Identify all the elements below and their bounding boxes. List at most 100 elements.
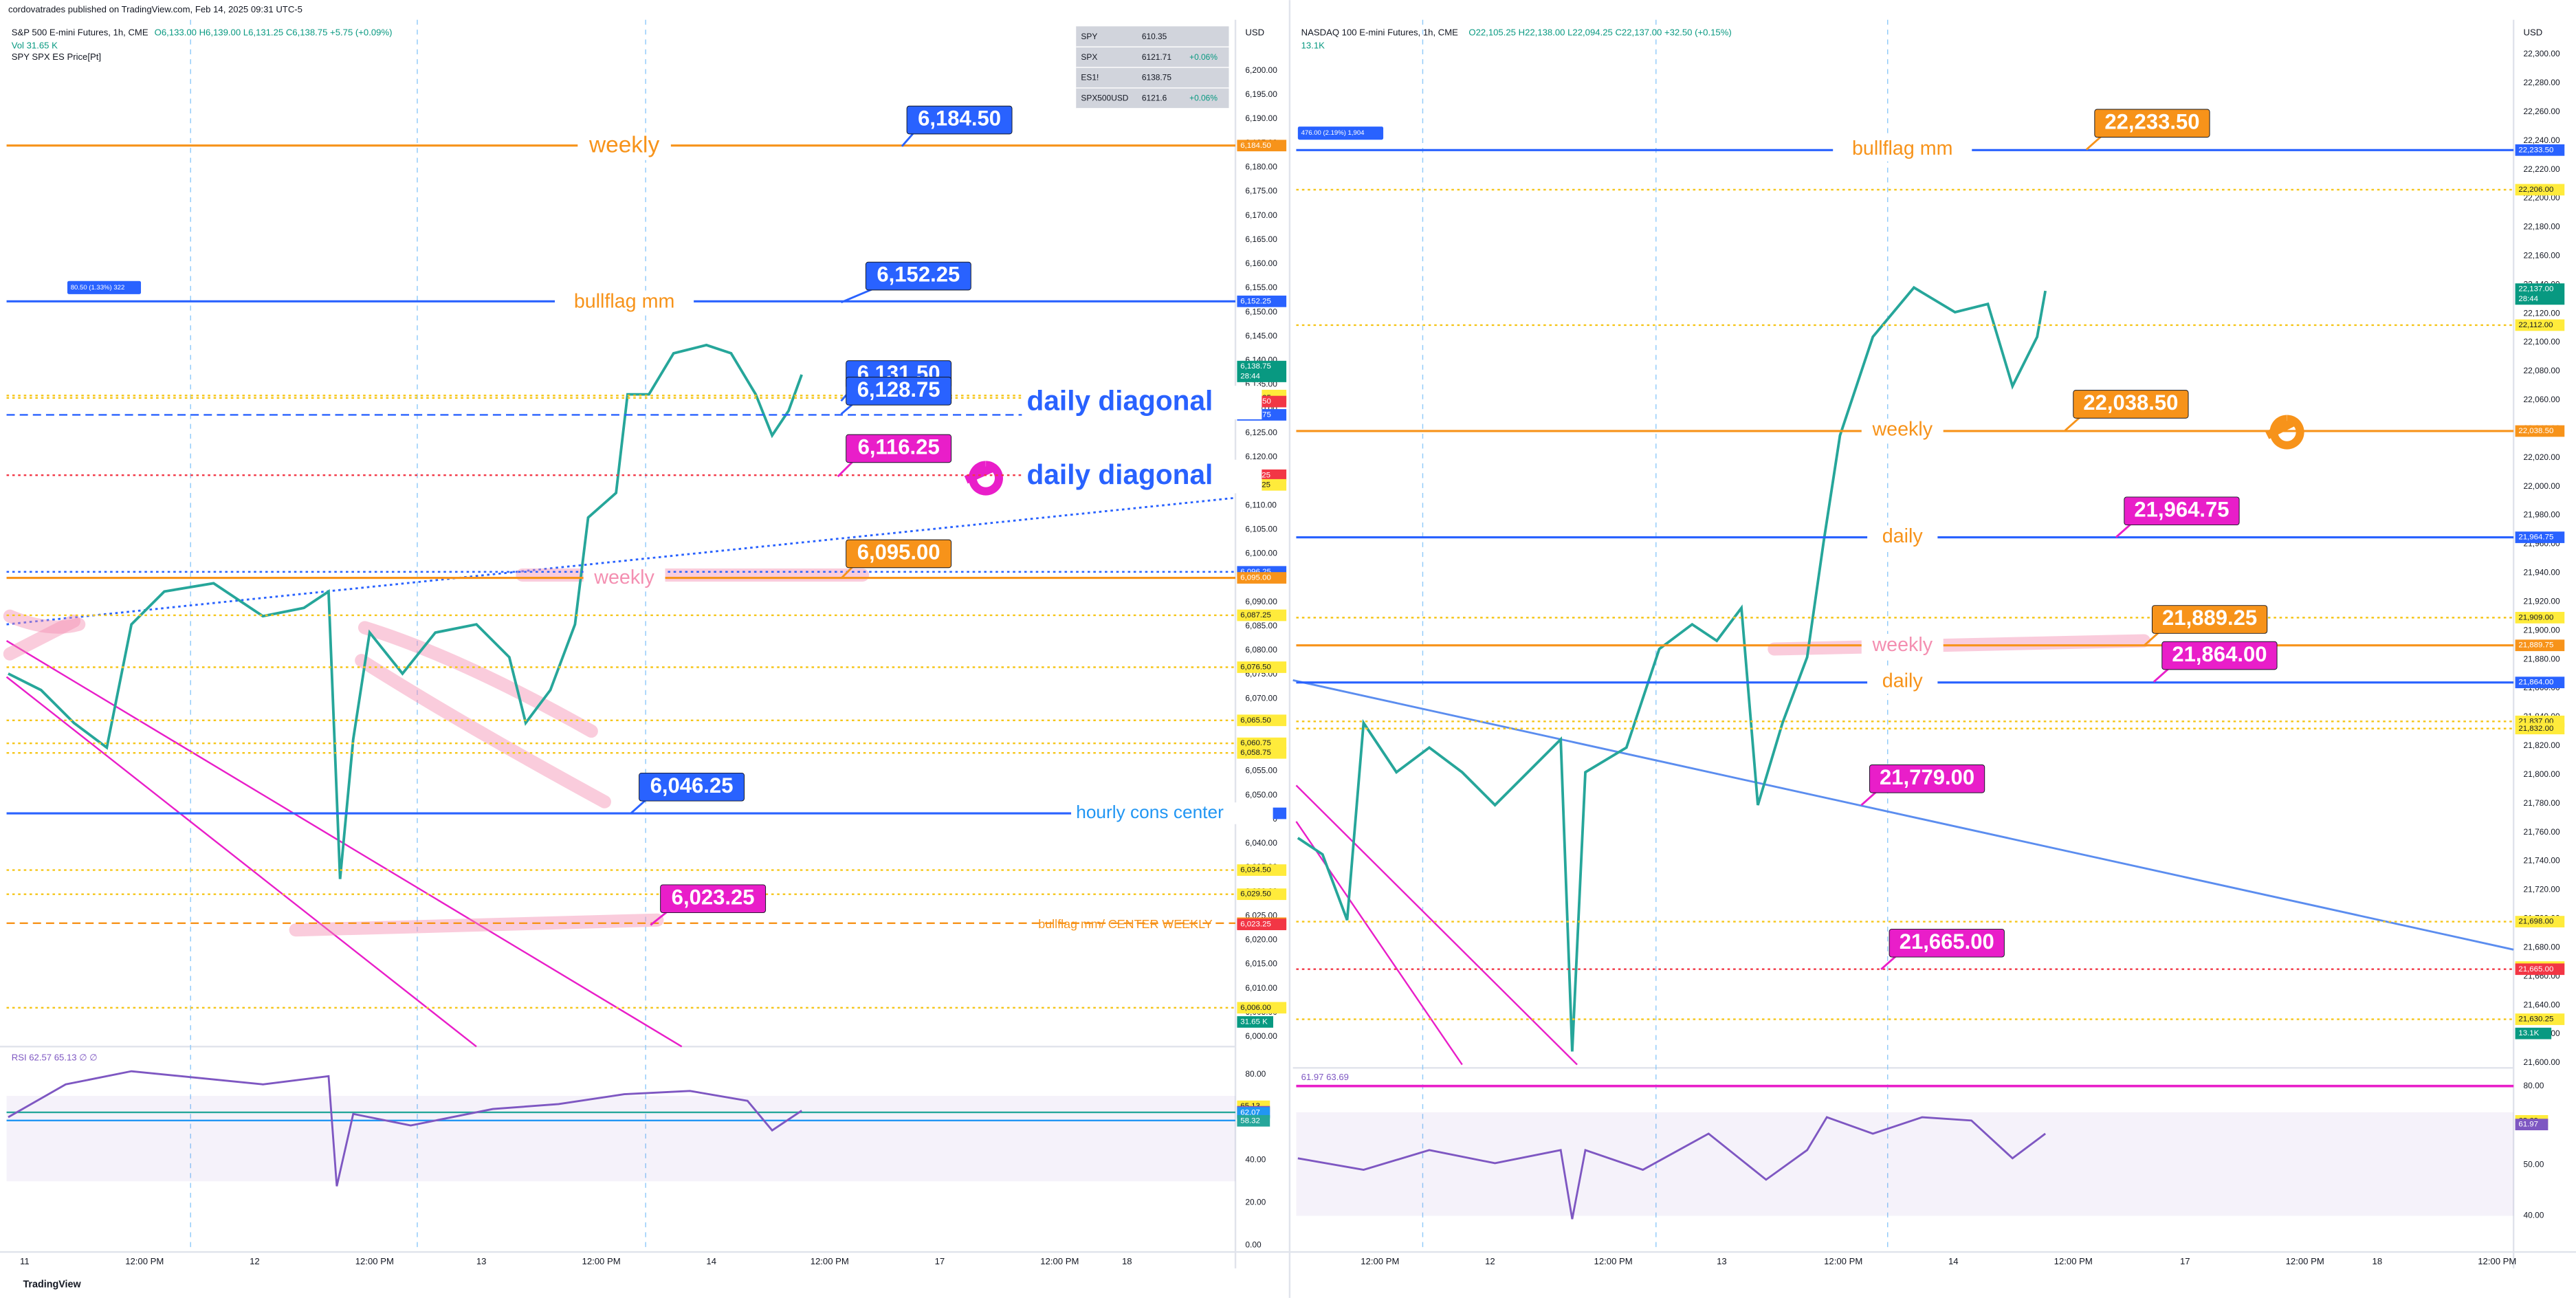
callout-text: 22,038.50	[2083, 390, 2178, 415]
callout-text: 22,233.50	[2104, 110, 2199, 134]
price-tick: 6,070.00	[1245, 693, 1277, 703]
price-tick: 6,175.00	[1245, 186, 1277, 196]
callout-text: 6,152.25	[877, 263, 960, 287]
price-tick: 22,180.00	[2524, 222, 2560, 232]
price-tick: 6,020.00	[1245, 935, 1277, 945]
annotation: weekly	[588, 133, 659, 158]
axis-tag-text: 6,184.50	[1240, 142, 1271, 150]
rsi-tick: 20.00	[1245, 1197, 1266, 1207]
axis-tag-text: 22,206.00	[2518, 186, 2553, 194]
axis-tag	[1237, 747, 1287, 759]
time-tick: 18	[1122, 1256, 1132, 1266]
footer-brand: TradingView	[23, 1279, 81, 1290]
annotation: bullflag mm	[574, 290, 675, 312]
axis-tag	[1237, 918, 1287, 930]
price-tick: 21,920.00	[2524, 596, 2560, 606]
price-tick: 22,000.00	[2524, 481, 2560, 491]
price-tick: 6,125.00	[1245, 428, 1277, 437]
indicator-label: SPY SPX ES Price[Pt]	[12, 52, 101, 62]
callout-text: 21,864.00	[2172, 642, 2267, 666]
price-tick: 21,780.00	[2524, 798, 2560, 808]
price-tick: 6,160.00	[1245, 258, 1277, 268]
price-tick: 6,195.00	[1245, 89, 1277, 99]
price-tick: 6,085.00	[1245, 621, 1277, 630]
callout-pointer	[2064, 416, 2081, 432]
time-tick: 13	[1717, 1256, 1727, 1266]
callout-pointer	[840, 288, 873, 304]
axis-tag-text: 6,034.50	[1240, 866, 1271, 874]
axis-tag	[1237, 714, 1287, 727]
price-tick: 22,080.00	[2524, 366, 2560, 375]
axis-tag-text: 6,058.75	[1240, 749, 1271, 757]
time-tick: 18	[2373, 1256, 2383, 1266]
axis-tag	[2515, 723, 2565, 735]
callout-text: 6,023.25	[672, 885, 755, 909]
price-tick: 6,040.00	[1245, 838, 1277, 848]
watchlist-cell: 6121.6	[1142, 94, 1167, 103]
time-tick: 12:00 PM	[1361, 1256, 1399, 1266]
price-tick: 22,100.00	[2524, 337, 2560, 346]
price-tick: 21,680.00	[2524, 942, 2560, 952]
callout-pointer	[840, 403, 854, 415]
annotation: 476.00 (2.19%) 1,904	[1301, 129, 1365, 137]
price-tick: 21,740.00	[2524, 856, 2560, 866]
callout-box	[2094, 109, 2210, 138]
price-tick: 6,155.00	[1245, 283, 1277, 292]
callout-box	[660, 884, 767, 914]
annotation: hourly cons center	[1076, 802, 1224, 822]
axis-tag-text: 22,137.00	[2518, 285, 2553, 294]
time-tick: 17	[2180, 1256, 2190, 1266]
price-tick: 22,120.00	[2524, 308, 2560, 318]
axis-tag-text: 21,832.00	[2518, 725, 2553, 733]
price-tick: 6,010.00	[1245, 983, 1277, 993]
callout-text: 21,964.75	[2134, 497, 2229, 521]
price-tick: 22,260.00	[2524, 107, 2560, 116]
axis-tag-text: 21,630.25	[2518, 1015, 2553, 1024]
callout-text: 6,128.75	[857, 377, 940, 402]
callout-box	[2124, 496, 2240, 526]
price-tick: 6,200.00	[1245, 65, 1277, 75]
axis-tag	[2515, 531, 2565, 543]
callout-box	[865, 261, 971, 291]
price-tick: 6,120.00	[1245, 452, 1277, 461]
note-bg	[1867, 670, 1938, 694]
annotation: weekly	[1871, 419, 1933, 441]
callout-pointer	[840, 566, 854, 580]
axis-tag	[1237, 888, 1287, 901]
key-icon	[2265, 415, 2304, 450]
callout-text: 6,116.25	[858, 435, 940, 459]
axis-tag	[1237, 1002, 1287, 1014]
time-tick: 12:00 PM	[2478, 1256, 2516, 1266]
axis-tag-text: 21,698.00	[2518, 918, 2553, 926]
callout-pointer	[1860, 791, 1877, 806]
callout-pointer	[1880, 955, 1897, 971]
price-tick: 21,940.00	[2524, 568, 2560, 578]
rsi-tick: 0.00	[1245, 1240, 1262, 1250]
time-tick: 12:00 PM	[355, 1256, 394, 1266]
callout-box	[1889, 928, 2005, 958]
price-tick: 21,600.00	[2524, 1057, 2560, 1067]
watchlist-cell: 610.35	[1142, 32, 1167, 41]
axis-tag	[2515, 916, 2565, 927]
axis-tag-text: 21,889.75	[2518, 641, 2553, 650]
price-tick: 6,105.00	[1245, 524, 1277, 534]
callout-box	[846, 539, 952, 569]
time-tick: 12:00 PM	[1594, 1256, 1633, 1266]
rsi-tick: 40.00	[1245, 1154, 1266, 1164]
axis-tag	[1237, 864, 1287, 876]
callout-pointer	[901, 132, 914, 147]
note-bg	[67, 280, 142, 294]
note-bg	[1867, 525, 1938, 549]
price-tick: 21,640.00	[2524, 1000, 2560, 1009]
price-tick: 21,800.00	[2524, 769, 2560, 779]
axis-tag-text: 6,096.25	[1240, 568, 1271, 576]
axis-tag	[2515, 283, 2565, 305]
countdown: 28:44	[2518, 295, 2538, 303]
price-tick: 21,720.00	[2524, 885, 2560, 894]
right-rsi-band	[1296, 1112, 2514, 1216]
callout-pointer	[2115, 523, 2132, 538]
axis-tag-text: 21,864.00	[2518, 679, 2553, 687]
